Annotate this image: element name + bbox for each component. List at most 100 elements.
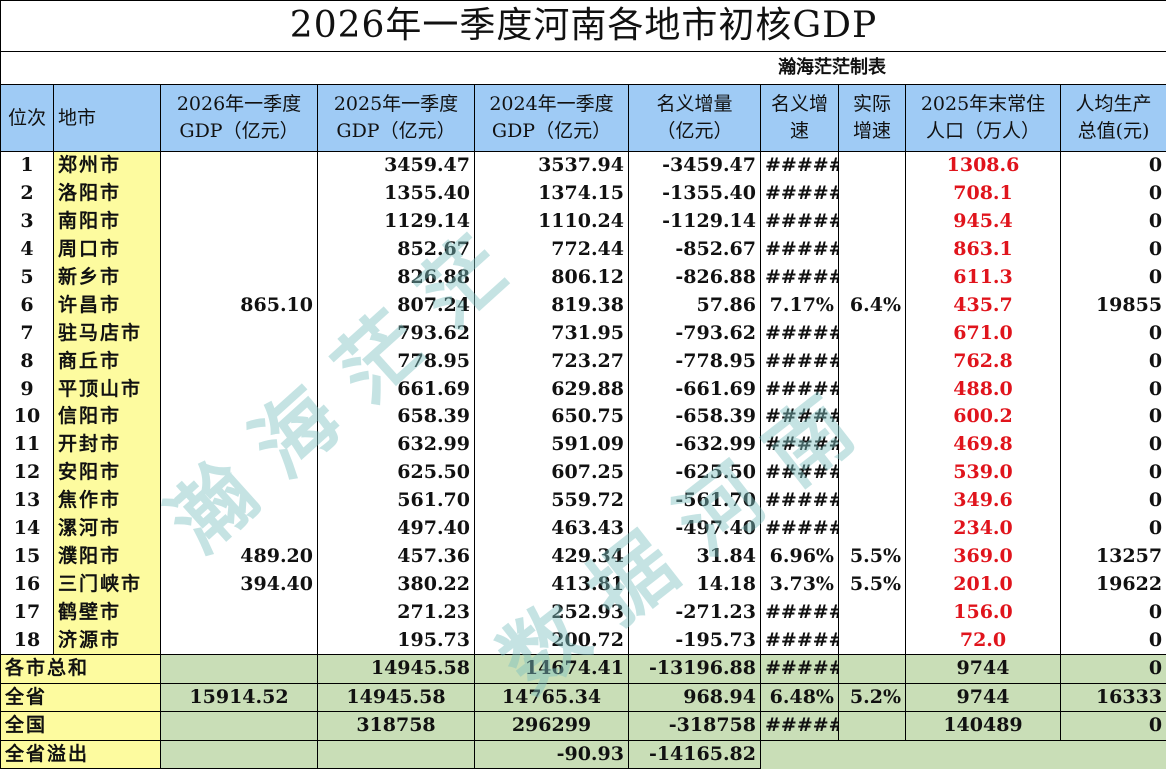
nominal-growth-cell[interactable]: ###### (761, 459, 839, 487)
per-capita-cell[interactable]: 0 (1061, 515, 1166, 543)
nominal-increase-cell[interactable]: -658.39 (629, 403, 761, 431)
rank-cell[interactable]: 7 (1, 319, 54, 347)
real-growth-cell[interactable] (839, 347, 906, 375)
nominal-growth-cell[interactable]: ###### (761, 403, 839, 431)
gdp-2026-cell[interactable]: 15914.52 (161, 683, 318, 712)
gdp-2026-cell[interactable] (161, 431, 318, 459)
per-capita-cell[interactable]: 0 (1061, 180, 1166, 208)
rank-cell[interactable]: 14 (1, 515, 54, 543)
gdp-2024-cell[interactable]: 591.09 (475, 431, 629, 459)
population-cell[interactable]: 156.0 (906, 598, 1061, 626)
city-cell[interactable]: 南阳市 (54, 208, 161, 236)
real-growth-cell[interactable]: 5.5% (839, 542, 906, 570)
nominal-growth-cell[interactable]: ###### (761, 208, 839, 236)
header-nominal-increase[interactable]: 名义增量（亿元） (629, 85, 761, 152)
per-capita-cell[interactable]: 0 (1061, 375, 1166, 403)
city-cell[interactable]: 洛阳市 (54, 180, 161, 208)
real-growth-cell[interactable] (839, 431, 906, 459)
nominal-growth-cell[interactable]: 6.48% (761, 683, 839, 712)
per-capita-cell[interactable]: 0 (1061, 236, 1166, 264)
gdp-2024-cell[interactable]: 650.75 (475, 403, 629, 431)
population-cell[interactable]: 234.0 (906, 515, 1061, 543)
gdp-2025-cell[interactable]: 807.24 (318, 291, 475, 319)
real-growth-cell[interactable] (839, 626, 906, 654)
population-cell[interactable]: 762.8 (906, 347, 1061, 375)
nominal-increase-cell[interactable]: -632.99 (629, 431, 761, 459)
city-cell[interactable]: 周口市 (54, 236, 161, 264)
gdp-2026-cell[interactable] (161, 264, 318, 292)
population-cell[interactable]: 539.0 (906, 459, 1061, 487)
header-real-growth[interactable]: 实际增速 (839, 85, 906, 152)
gdp-2025-cell[interactable]: 793.62 (318, 319, 475, 347)
population-cell[interactable]: 201.0 (906, 570, 1061, 598)
gdp-2024-cell[interactable]: 629.88 (475, 375, 629, 403)
gdp-2025-cell[interactable] (318, 740, 475, 769)
nominal-growth-cell[interactable]: ###### (761, 347, 839, 375)
per-capita-cell[interactable]: 0 (1061, 459, 1166, 487)
header-nominal-growth[interactable]: 名义增速 (761, 85, 839, 152)
page-title[interactable]: 2026年一季度河南各地市初核GDP (1, 1, 1166, 52)
nominal-growth-cell[interactable]: ###### (761, 152, 839, 180)
rank-cell[interactable]: 16 (1, 570, 54, 598)
city-cell[interactable]: 新乡市 (54, 264, 161, 292)
nominal-increase-cell[interactable]: -793.62 (629, 319, 761, 347)
per-capita-cell[interactable]: 19622 (1061, 570, 1166, 598)
gdp-2024-cell[interactable]: 559.72 (475, 487, 629, 515)
gdp-2024-cell[interactable]: -90.93 (475, 740, 629, 769)
real-growth-cell[interactable]: 5.5% (839, 570, 906, 598)
gdp-2026-cell[interactable] (161, 347, 318, 375)
city-cell[interactable]: 商丘市 (54, 347, 161, 375)
population-cell[interactable]: 488.0 (906, 375, 1061, 403)
nominal-growth-cell[interactable]: ###### (761, 626, 839, 654)
gdp-2024-cell[interactable]: 200.72 (475, 626, 629, 654)
gdp-2026-cell[interactable]: 865.10 (161, 291, 318, 319)
gdp-2024-cell[interactable]: 607.25 (475, 459, 629, 487)
city-cell[interactable]: 濮阳市 (54, 542, 161, 570)
city-cell[interactable]: 漯河市 (54, 515, 161, 543)
per-capita-cell[interactable]: 0 (1061, 655, 1166, 684)
per-capita-cell[interactable]: 16333 (1061, 683, 1166, 712)
population-cell[interactable]: 9744 (906, 683, 1061, 712)
real-growth-cell[interactable] (839, 487, 906, 515)
nominal-growth-cell[interactable]: ###### (761, 180, 839, 208)
gdp-2024-cell[interactable]: 14674.41 (475, 655, 629, 684)
summary-label[interactable]: 全国 (1, 712, 161, 741)
gdp-2026-cell[interactable] (161, 375, 318, 403)
population-cell[interactable]: 72.0 (906, 626, 1061, 654)
gdp-2026-cell[interactable]: 394.40 (161, 570, 318, 598)
rank-cell[interactable]: 1 (1, 152, 54, 180)
per-capita-cell[interactable]: 0 (1061, 319, 1166, 347)
population-cell[interactable]: 611.3 (906, 264, 1061, 292)
nominal-increase-cell[interactable]: 968.94 (629, 683, 761, 712)
real-growth-cell[interactable] (839, 319, 906, 347)
gdp-2024-cell[interactable]: 429.34 (475, 542, 629, 570)
real-growth-cell[interactable] (839, 515, 906, 543)
gdp-2026-cell[interactable] (161, 712, 318, 741)
gdp-2024-cell[interactable]: 252.93 (475, 598, 629, 626)
real-growth-cell[interactable] (839, 180, 906, 208)
per-capita-cell[interactable]: 0 (1061, 347, 1166, 375)
real-growth-cell[interactable]: 6.4% (839, 291, 906, 319)
population-cell[interactable]: 140489 (906, 712, 1061, 741)
gdp-2024-cell[interactable]: 14765.34 (475, 683, 629, 712)
nominal-increase-cell[interactable]: 14.18 (629, 570, 761, 598)
gdp-2025-cell[interactable]: 457.36 (318, 542, 475, 570)
header-city[interactable]: 地市 (54, 85, 161, 152)
nominal-increase-cell[interactable]: -13196.88 (629, 655, 761, 684)
gdp-2025-cell[interactable]: 561.70 (318, 487, 475, 515)
real-growth-cell[interactable] (839, 598, 906, 626)
gdp-2026-cell[interactable] (161, 152, 318, 180)
per-capita-cell[interactable]: 0 (1061, 152, 1166, 180)
real-growth-cell[interactable] (839, 152, 906, 180)
gdp-2025-cell[interactable]: 632.99 (318, 431, 475, 459)
rank-cell[interactable]: 6 (1, 291, 54, 319)
summary-label[interactable]: 各市总和 (1, 655, 161, 684)
city-cell[interactable]: 郑州市 (54, 152, 161, 180)
city-cell[interactable]: 济源市 (54, 626, 161, 654)
header-per-capita[interactable]: 人均生产总值(元) (1061, 85, 1166, 152)
real-growth-cell[interactable] (839, 459, 906, 487)
rank-cell[interactable]: 9 (1, 375, 54, 403)
nominal-increase-cell[interactable]: -3459.47 (629, 152, 761, 180)
real-growth-cell[interactable] (839, 712, 906, 741)
